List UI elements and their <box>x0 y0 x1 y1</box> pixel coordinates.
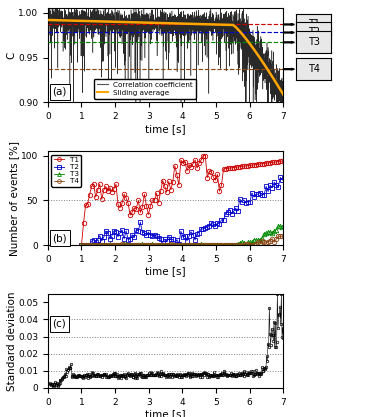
T2 <box>199 226 204 231</box>
Y-axis label: Number of events [%]: Number of events [%] <box>10 141 20 256</box>
Text: (a): (a) <box>53 87 67 97</box>
Text: (b): (b) <box>53 233 67 243</box>
T1 <box>280 158 284 163</box>
T2 <box>270 185 275 190</box>
T3 <box>272 229 276 234</box>
T1 <box>118 205 122 210</box>
T3 <box>81 243 86 248</box>
T4 <box>79 243 84 248</box>
Line: T1: T1 <box>79 153 284 247</box>
T4 <box>118 243 122 248</box>
T2 <box>278 175 283 180</box>
T3 <box>276 224 280 229</box>
Text: T4: T4 <box>308 64 320 74</box>
X-axis label: time [s]: time [s] <box>145 266 186 276</box>
Text: T1: T1 <box>308 20 320 30</box>
T1 <box>126 201 130 206</box>
Legend: T1, T2, T3, T4: T1, T2, T3, T4 <box>52 155 81 186</box>
T4 <box>183 242 187 247</box>
T4 <box>126 243 130 248</box>
Line: T4: T4 <box>79 234 284 247</box>
Text: (c): (c) <box>53 319 66 329</box>
T2 <box>280 178 284 183</box>
Text: T2: T2 <box>308 28 320 38</box>
Y-axis label: C: C <box>7 52 17 59</box>
T4 <box>270 236 275 241</box>
T3 <box>120 242 124 247</box>
T4 <box>199 243 204 248</box>
Legend: Correlation coefficient, Sliding average: Correlation coefficient, Sliding average <box>94 79 196 99</box>
T2 <box>126 237 130 242</box>
Line: T2: T2 <box>79 175 284 247</box>
Text: T3: T3 <box>308 38 320 48</box>
T3 <box>185 242 189 247</box>
T2 <box>118 230 122 235</box>
T3 <box>280 225 284 230</box>
T2 <box>79 243 84 248</box>
T4 <box>280 234 284 239</box>
T3 <box>201 242 205 247</box>
Line: T3: T3 <box>79 224 284 247</box>
T1 <box>79 243 84 248</box>
T1 <box>201 153 205 158</box>
T3 <box>79 242 84 247</box>
X-axis label: time [s]: time [s] <box>145 124 186 134</box>
T1 <box>272 160 276 165</box>
T1 <box>266 161 270 166</box>
Y-axis label: Standard deviation: Standard deviation <box>7 291 17 391</box>
T1 <box>183 159 187 164</box>
T3 <box>266 230 270 235</box>
T3 <box>128 242 132 247</box>
T4 <box>264 241 268 246</box>
T2 <box>264 184 268 189</box>
T2 <box>183 234 187 239</box>
T1 <box>199 158 204 163</box>
X-axis label: time [s]: time [s] <box>145 409 186 417</box>
